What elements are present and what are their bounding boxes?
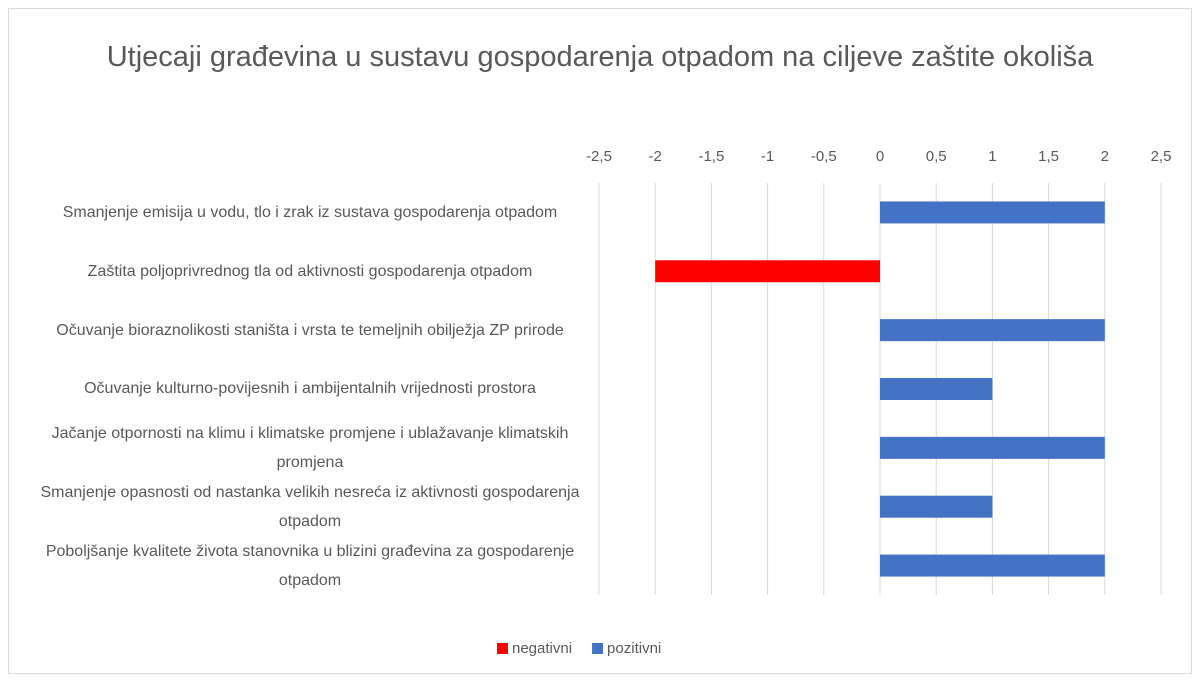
y-tick-label: Poboljšanje kvalitete života stanovnika … <box>45 542 575 589</box>
y-tick-label: Smanjenje emisija u vodu, tlo i zrak iz … <box>62 203 558 221</box>
bar <box>880 378 993 400</box>
bar <box>880 436 1105 459</box>
y-tick-label: Očuvanje bioraznolikosti staništa i vrst… <box>56 321 564 339</box>
bar <box>655 260 880 283</box>
x-tick-label: -2 <box>649 148 662 165</box>
x-tick-label: 2 <box>1101 148 1109 165</box>
legend-swatch <box>592 643 604 654</box>
x-tick-label: -2,5 <box>586 148 612 165</box>
x-tick-label: 0,5 <box>926 148 947 165</box>
x-tick-label: -1 <box>761 148 774 165</box>
y-tick-label: Smanjenje opasnosti od nastanka velikih … <box>40 483 580 530</box>
x-tick-label: 2,5 <box>1151 148 1172 165</box>
y-tick-label: Zaštita poljoprivrednog tla od aktivnost… <box>87 262 533 280</box>
x-tick-label: -1,5 <box>698 148 724 165</box>
chart-title: Utjecaji građevina u sustavu gospodarenj… <box>106 41 1094 73</box>
x-tick-label: 1 <box>988 148 996 165</box>
bar <box>880 319 1105 342</box>
bar <box>880 495 993 518</box>
x-tick-label: -0,5 <box>811 148 837 165</box>
bar <box>880 554 1105 577</box>
legend-label: negativni <box>512 640 572 657</box>
x-tick-label: 1,5 <box>1038 148 1059 165</box>
bar <box>880 201 1105 224</box>
y-tick-label: Očuvanje kulturno-povijesnih i ambijenta… <box>84 380 536 398</box>
legend-label: pozitivni <box>607 640 661 657</box>
chart-border <box>8 8 1192 674</box>
y-tick-label: Jačanje otpornosti na klimu i klimatske … <box>51 424 569 471</box>
legend-swatch <box>497 643 508 654</box>
x-tick-label: 0 <box>876 148 884 165</box>
